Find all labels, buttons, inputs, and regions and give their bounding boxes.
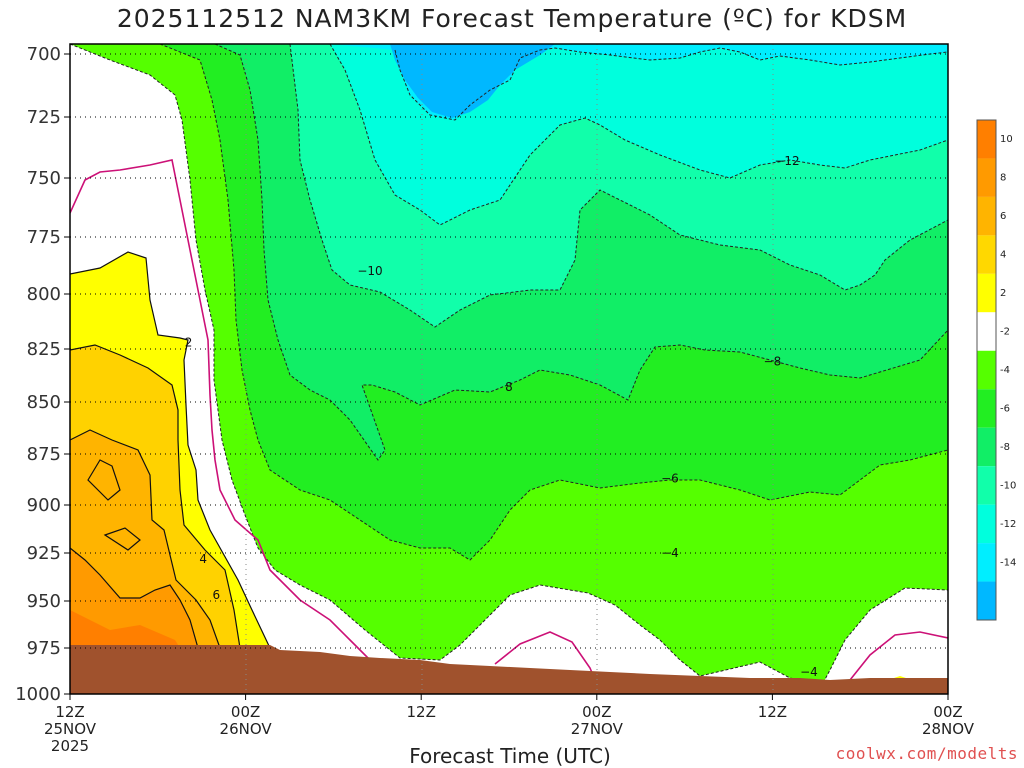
freezing-line-lower (494, 631, 596, 681)
colorbar-label: 2 (1000, 288, 1006, 299)
colorbar-swatch (977, 235, 996, 274)
y-tick-label: 975 (27, 638, 61, 659)
contour-label: −4 (800, 665, 818, 679)
colorbar-label: -8 (1000, 442, 1010, 453)
colorbar-label: -2 (1000, 327, 1010, 338)
y-tick-label: 700 (27, 44, 61, 65)
band-below-minus14 (390, 44, 555, 118)
colorbar-swatch (977, 504, 996, 544)
contour-4 (70, 344, 241, 649)
chart-title: 2025112512 NAM3KM Forecast Temperature (… (116, 4, 908, 33)
credit-text: coolwx.com/modelts (835, 744, 1018, 763)
contour-8-pocket-b (103, 527, 141, 551)
y-tick-label: 925 (27, 543, 61, 564)
colorbar-swatch (977, 273, 996, 313)
y-tick-label: 775 (27, 227, 61, 248)
y-tick-label: 725 (27, 107, 61, 128)
contour-label: −12 (774, 154, 799, 168)
band-10-plus (70, 610, 180, 648)
colorbar: 10 8 6 4 2 -2 -4 -6 -8 -10 -12 -14 (976, 119, 1016, 621)
y-tick-label: 750 (27, 168, 61, 189)
colorbar-swatch (977, 581, 996, 620)
colorbar-label: -6 (1000, 403, 1010, 414)
colorbar-swatch (977, 466, 996, 505)
contour-6 (70, 429, 221, 649)
contour-minus-8 (289, 44, 948, 328)
contour-minus-12 (394, 47, 948, 121)
x-tick-label: 2025 (51, 737, 89, 755)
colorbar-label: -12 (1000, 519, 1016, 530)
colorbar-frame (976, 119, 997, 621)
colorbar-swatch (977, 312, 996, 351)
y-tick-label: 875 (27, 444, 61, 465)
freezing-line (70, 159, 948, 681)
colorbar-swatch (977, 120, 996, 159)
colorbar-swatch (977, 196, 996, 236)
contour-2 (70, 251, 271, 649)
y-tick-label: 1000 (15, 684, 61, 705)
colorbar-swatch (977, 543, 996, 582)
contour-label: 6 (213, 588, 221, 602)
grid (70, 44, 948, 694)
negative-contours (70, 44, 948, 686)
freezing-line-right (849, 631, 948, 681)
x-tick-label: 12Z (407, 703, 436, 721)
colorbar-label: 6 (1000, 211, 1006, 222)
x-tick-label: 00Z (933, 703, 962, 721)
colorbar-label: 10 (1000, 134, 1013, 145)
colorbar-swatch (977, 389, 996, 428)
colorbar-swatch (977, 350, 996, 390)
contour-minus-10 (329, 44, 948, 226)
x-tick-label: 00Z (582, 703, 611, 721)
y-tick-label: 900 (27, 495, 61, 516)
y-tick-label: 850 (27, 392, 61, 413)
contour-minus-4 (159, 44, 948, 561)
contour-labels: 2 4 6 −10 8 −8 −6 −4 −12 −4 (185, 154, 818, 679)
contour-label: 4 (199, 552, 207, 566)
y-tick-label: 825 (27, 339, 61, 360)
y-tick-label: 800 (27, 284, 61, 305)
colorbar-swatch (977, 427, 996, 467)
colorbar-label: 4 (1000, 250, 1006, 261)
colorbar-label: -10 (1000, 480, 1016, 491)
contour-label: −10 (357, 264, 382, 278)
colorbar-label: -14 (1000, 557, 1016, 568)
colorbar-swatch (977, 158, 996, 197)
x-tick-label: 26NOV (220, 720, 273, 738)
contour-8 (70, 547, 199, 649)
contour-fill: 2 4 6 −10 8 −8 −6 −4 −12 −4 (70, 44, 948, 694)
x-axis-label: Forecast Time (UTC) (409, 744, 611, 768)
x-tick-label: 00Z (231, 703, 260, 721)
positive-contours (70, 251, 271, 649)
contour-minus-2 (70, 44, 948, 686)
colorbar-label: 8 (1000, 173, 1006, 184)
x-tick-label: 25NOV (44, 720, 97, 738)
freezing-line-upper (70, 159, 371, 661)
y-axis: 700 725 750 775 800 825 850 875 900 925 950 975 1000 (15, 44, 70, 705)
colorbar-label: -4 (1000, 365, 1010, 376)
contour-label: 8 (505, 380, 513, 394)
ground (70, 645, 948, 694)
plot-frame (69, 43, 949, 695)
y-tick-label: 950 (27, 591, 61, 612)
contour-label: 2 (185, 335, 193, 349)
x-tick-label: 12Z (758, 703, 787, 721)
contour-label: −8 (764, 355, 782, 369)
contour-label: −4 (661, 546, 679, 560)
contour-label: −6 (661, 471, 679, 485)
contour-8-pocket (87, 459, 121, 501)
x-tick-label: 27NOV (571, 720, 624, 738)
x-tick-label: 12Z (55, 703, 84, 721)
x-tick-label: 28NOV (922, 720, 975, 738)
